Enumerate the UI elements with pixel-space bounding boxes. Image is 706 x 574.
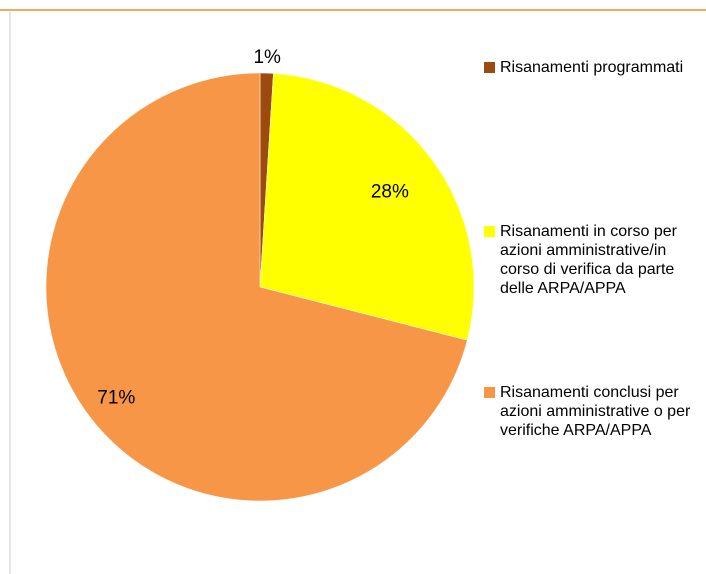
legend-label: Risanamenti in corso per azioni amminist… [500, 223, 677, 297]
legend-label: Risanamenti conclusi per azioni amminist… [500, 384, 691, 439]
data-label: 28% [371, 182, 409, 203]
legend-swatch [484, 226, 495, 237]
legend-item: Risanamenti in corso per azioni amminist… [484, 222, 706, 298]
data-label: 1% [253, 47, 281, 68]
pie-slice [45, 72, 468, 502]
legend-item: Risanamenti conclusi per azioni amminist… [484, 383, 706, 440]
pie-slice [259, 73, 475, 341]
data-label: 71% [97, 388, 135, 409]
legend-swatch [484, 387, 495, 398]
legend-item: Risanamenti programmati [484, 58, 706, 77]
legend-label: Risanamenti programmati [500, 59, 684, 76]
legend-swatch [484, 62, 495, 73]
